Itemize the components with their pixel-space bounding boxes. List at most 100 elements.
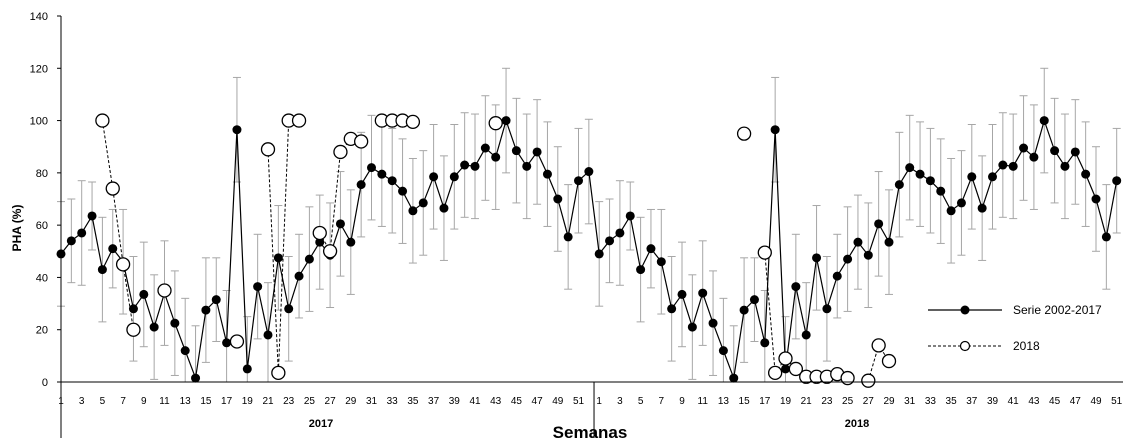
line-2018 xyxy=(267,120,300,373)
y-tick-label: 140 xyxy=(30,11,48,23)
y-axis-label: PHA (%) xyxy=(10,205,24,252)
point-serie-2002-2017 xyxy=(511,146,521,156)
year-label-2018: 2018 xyxy=(845,418,869,430)
x-tick-label: 39 xyxy=(987,396,999,407)
point-serie-2002-2017 xyxy=(832,271,842,281)
y-tick-label: 100 xyxy=(30,116,48,128)
x-tick-label: 37 xyxy=(966,396,978,407)
point-serie-2002-2017 xyxy=(636,265,646,275)
point-serie-2002-2017 xyxy=(781,364,790,374)
point-serie-2002-2017 xyxy=(108,244,118,254)
x-tick-label: 25 xyxy=(304,396,316,407)
x-tick-label: 43 xyxy=(490,396,502,407)
point-serie-2002-2017 xyxy=(532,147,542,157)
point-serie-2002-2017 xyxy=(66,236,76,246)
point-serie-2002-2017 xyxy=(284,304,294,314)
point-serie-2002-2017 xyxy=(294,271,304,281)
point-serie-2002-2017 xyxy=(253,282,263,292)
point-serie-2002-2017 xyxy=(222,338,232,348)
point-serie-2002-2017 xyxy=(1091,194,1101,204)
point-serie-2002-2017 xyxy=(201,305,211,315)
point-serie-2002-2017 xyxy=(801,330,811,340)
point-serie-2002-2017 xyxy=(884,237,894,247)
x-tick-label: 37 xyxy=(428,396,440,407)
point-2018 xyxy=(405,114,421,130)
point-serie-2002-2017 xyxy=(1101,232,1111,242)
point-serie-2002-2017 xyxy=(760,338,770,348)
x-tick-label: 7 xyxy=(120,396,126,407)
x-tick-label: 41 xyxy=(1008,396,1020,407)
x-tick-label: 45 xyxy=(1049,396,1061,407)
point-serie-2002-2017 xyxy=(708,318,718,328)
point-serie-2002-2017 xyxy=(263,330,273,340)
point-serie-2002-2017 xyxy=(667,304,677,314)
point-serie-2002-2017 xyxy=(470,161,480,171)
legend-marker-2018 xyxy=(959,340,971,352)
point-serie-2002-2017 xyxy=(367,163,376,173)
point-2018 xyxy=(322,244,338,259)
point-2018 xyxy=(778,351,793,366)
x-tick-label: 43 xyxy=(1028,396,1040,407)
x-tick-label: 49 xyxy=(552,396,564,407)
point-serie-2002-2017 xyxy=(480,143,490,153)
legend-marker-serie-2002-2017 xyxy=(960,305,970,315)
point-serie-2002-2017 xyxy=(656,257,666,267)
point-serie-2002-2017 xyxy=(615,228,625,238)
x-tick-label: 29 xyxy=(345,396,357,407)
x-tick-label: 35 xyxy=(946,396,958,407)
point-serie-2002-2017 xyxy=(905,163,915,173)
x-tick-label: 25 xyxy=(842,396,854,407)
x-tick-label: 21 xyxy=(801,396,813,407)
x-tick-label: 1 xyxy=(58,396,64,407)
x-tick-label: 23 xyxy=(821,396,833,407)
point-2018 xyxy=(840,370,855,386)
x-tick-label: 5 xyxy=(638,396,644,407)
y-tick-label: 40 xyxy=(36,272,48,284)
point-serie-2002-2017 xyxy=(97,265,107,275)
point-serie-2002-2017 xyxy=(822,304,832,314)
y-tick-label: 80 xyxy=(36,168,48,180)
x-tick-label: 15 xyxy=(739,396,751,407)
x-tick-label: 41 xyxy=(469,396,481,407)
point-serie-2002-2017 xyxy=(387,176,397,186)
point-serie-2002-2017 xyxy=(1070,147,1080,157)
x-tick-label: 11 xyxy=(698,396,709,407)
point-serie-2002-2017 xyxy=(646,244,656,254)
point-2018 xyxy=(768,365,783,381)
point-serie-2002-2017 xyxy=(563,232,573,242)
point-serie-2002-2017 xyxy=(956,198,966,208)
point-serie-2002-2017 xyxy=(874,219,884,229)
point-serie-2002-2017 xyxy=(770,125,780,135)
x-tick-label: 9 xyxy=(141,396,147,407)
x-tick-label: 33 xyxy=(387,396,399,407)
point-serie-2002-2017 xyxy=(625,211,635,221)
point-serie-2002-2017 xyxy=(749,295,759,305)
x-tick-label: 7 xyxy=(659,396,665,407)
point-serie-2002-2017 xyxy=(1050,146,1060,156)
x-tick-label: 19 xyxy=(242,396,254,407)
x-tick-label: 33 xyxy=(925,396,937,407)
point-serie-2002-2017 xyxy=(977,203,987,213)
point-serie-2002-2017 xyxy=(128,304,138,314)
point-serie-2002-2017 xyxy=(408,206,418,216)
x-tick-label: 47 xyxy=(532,396,544,407)
point-serie-2002-2017 xyxy=(988,172,997,182)
x-tick-label: 5 xyxy=(100,396,106,407)
point-serie-2002-2017 xyxy=(356,180,366,190)
point-serie-2002-2017 xyxy=(191,373,201,383)
x-tick-label: 51 xyxy=(573,396,585,407)
point-serie-2002-2017 xyxy=(594,249,604,259)
year-label-2017: 2017 xyxy=(309,418,333,430)
x-tick-label: 19 xyxy=(780,396,792,407)
x-tick-label: 39 xyxy=(449,396,461,407)
point-serie-2002-2017 xyxy=(812,253,822,263)
x-tick-label: 23 xyxy=(283,396,295,407)
x-tick-label: 27 xyxy=(863,396,875,407)
point-serie-2002-2017 xyxy=(315,237,325,247)
point-serie-2002-2017 xyxy=(398,186,408,196)
point-serie-2002-2017 xyxy=(894,180,904,190)
x-tick-label: 13 xyxy=(180,396,192,407)
point-2018 xyxy=(115,257,131,272)
point-serie-2002-2017 xyxy=(677,289,687,299)
